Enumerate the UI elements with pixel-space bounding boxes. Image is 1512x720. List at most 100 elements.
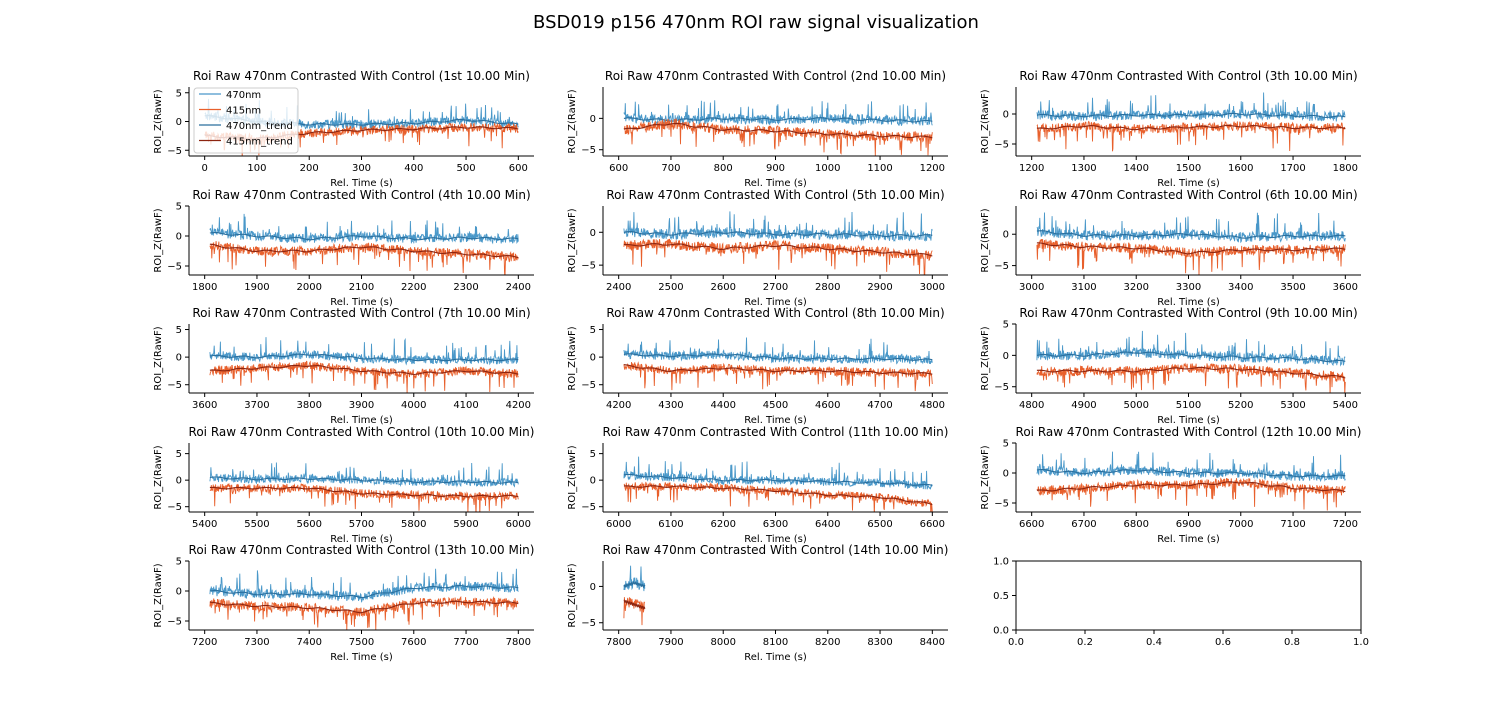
subplot-title: Roi Raw 470nm Contrasted With Control (9… [1019, 306, 1357, 320]
series-layer [209, 337, 519, 393]
x-tick-label: 2200 [401, 282, 426, 293]
x-tick-label: 7700 [453, 637, 478, 648]
x-tick-label: 4200 [606, 400, 631, 411]
y-axis-label: ROI_Z(RawF) [153, 445, 164, 509]
series-415nm-trend-line [1036, 242, 1346, 255]
y-tick-label: 0 [176, 476, 182, 487]
legend-label-415nm: 415nm [226, 106, 261, 117]
series-415nm-trend-line [623, 122, 933, 139]
x-axis-label: Rel. Time (s) [1157, 534, 1220, 545]
x-tick-label: 2100 [349, 282, 374, 293]
x-tick-label: 7200 [1333, 519, 1358, 530]
subplot-13: 7200 7300 7400 7500 7600 7700 7800 −5 0 5 Roi Raw … [153, 543, 534, 663]
x-tick-label: 5000 [1124, 400, 1149, 411]
x-tick-label: 5200 [1228, 400, 1253, 411]
x-tick-label: 5100 [1176, 400, 1201, 411]
x-axis-label: Rel. Time (s) [744, 415, 807, 426]
series-470nm-trend-line [209, 231, 519, 241]
x-tick-label: 0 [201, 163, 207, 174]
x-tick-label: 7100 [1280, 519, 1305, 530]
x-tick-label: 2800 [815, 282, 840, 293]
y-axis-label: ROI_Z(RawF) [980, 445, 991, 509]
subplot-title: Roi Raw 470nm Contrasted With Control (4… [192, 188, 530, 202]
series-470nm-raw-line [209, 568, 519, 603]
x-tick-label: 6300 [763, 519, 788, 530]
series-415nm-raw-line [623, 481, 933, 512]
subplot-5: 2400 2500 2600 2700 2800 2900 3000 −5 0 Roi Raw 4… [567, 188, 948, 308]
x-tick-label: 3700 [244, 400, 269, 411]
y-tick-label: 0 [176, 353, 182, 364]
y-axis-label: ROI_Z(RawF) [567, 326, 578, 390]
series-layer [1036, 451, 1346, 511]
y-axis-label: ROI_Z(RawF) [567, 445, 578, 509]
x-tick-label: 500 [456, 163, 475, 174]
x-tick-label: 0.2 [1077, 637, 1093, 648]
x-tick-label: 1700 [1280, 163, 1305, 174]
legend-label-415nm_trend: 415nm_trend [226, 137, 293, 148]
subplot-1: 0 100 200 300 400 500 600 −5 0 5 Roi Raw 470nm Con… [153, 69, 534, 189]
series-470nm-raw-line [623, 100, 933, 127]
x-tick-label: 6000 [506, 519, 531, 530]
x-tick-label: 7800 [506, 637, 531, 648]
legend-label-470nm_trend: 470nm_trend [226, 121, 293, 132]
legend-box [193, 87, 299, 154]
x-tick-label: 0.6 [1215, 637, 1231, 648]
series-415nm-trend-line [209, 243, 519, 259]
series-415nm-raw-line [1036, 477, 1346, 511]
series-470nm-trend-line [623, 353, 933, 361]
series-415nm-trend-line [1036, 366, 1346, 379]
x-tick-label: 0.8 [1284, 637, 1300, 648]
y-tick-label: 5 [1003, 320, 1009, 331]
x-axis-label: Rel. Time (s) [1157, 415, 1220, 426]
x-tick-label: 4400 [711, 400, 736, 411]
y-tick-label: 0 [1003, 351, 1009, 362]
y-axis-label: ROI_Z(RawF) [153, 563, 164, 627]
x-axis-label: Rel. Time (s) [744, 297, 807, 308]
series-layer [623, 337, 933, 392]
x-tick-label: 6600 [920, 519, 945, 530]
series-470nm-raw-line [209, 337, 519, 366]
series-layer [1036, 212, 1346, 275]
series-layer [209, 462, 519, 512]
x-tick-label: 200 [300, 163, 319, 174]
series-415nm-raw-line [209, 482, 519, 512]
series-415nm-trend-line [209, 486, 519, 498]
x-tick-label: 3100 [1071, 282, 1096, 293]
x-tick-label: 800 [714, 163, 733, 174]
x-axis-label: Rel. Time (s) [330, 534, 393, 545]
x-tick-label: 8000 [711, 637, 736, 648]
series-470nm-raw-line [1036, 212, 1346, 244]
series-415nm-trend-line [209, 600, 519, 614]
series-470nm-trend-line [623, 473, 933, 486]
x-tick-label: 2900 [867, 282, 892, 293]
series-layer [623, 100, 933, 156]
x-tick-label: 6000 [606, 519, 631, 530]
x-tick-label: 7300 [244, 637, 269, 648]
series-470nm-raw-line [623, 337, 933, 365]
x-tick-label: 1300 [1071, 163, 1096, 174]
y-tick-label: 5 [176, 449, 182, 460]
series-layer [209, 213, 519, 275]
y-tick-label: −5 [581, 618, 596, 629]
x-tick-label: 1200 [1019, 163, 1044, 174]
x-tick-label: 8100 [763, 637, 788, 648]
series-470nm-trend-line [209, 585, 519, 598]
x-tick-label: 2400 [606, 282, 631, 293]
x-tick-label: 100 [247, 163, 266, 174]
y-tick-label: −5 [167, 380, 182, 391]
series-layer [623, 211, 933, 275]
subplot-title: Roi Raw 470nm Contrasted With Control (6… [1019, 188, 1357, 202]
x-tick-label: 7000 [1228, 519, 1253, 530]
x-axis-label: Rel. Time (s) [1157, 178, 1220, 189]
x-tick-label: 6200 [711, 519, 736, 530]
x-tick-label: 2600 [711, 282, 736, 293]
x-tick-label: 3900 [349, 400, 374, 411]
series-layer [1036, 92, 1346, 152]
x-tick-label: 400 [404, 163, 423, 174]
x-tick-label: 6400 [815, 519, 840, 530]
subplot-title: Roi Raw 470nm Contrasted With Control (2… [605, 69, 946, 83]
subplot-title: Roi Raw 470nm Contrasted With Control (8… [606, 306, 944, 320]
series-470nm-raw-line [623, 565, 646, 592]
x-tick-label: 300 [352, 163, 371, 174]
